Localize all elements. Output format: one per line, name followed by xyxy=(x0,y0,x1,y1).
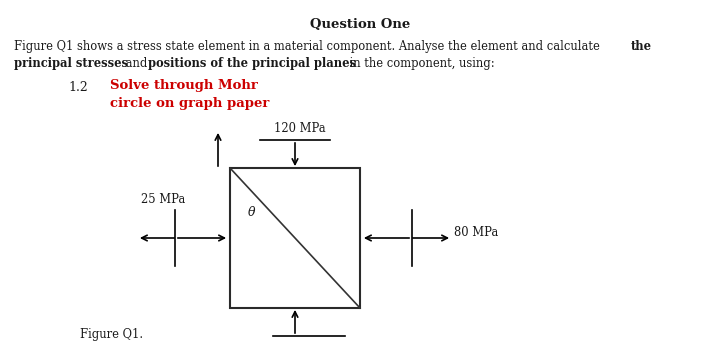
Text: and: and xyxy=(122,57,151,70)
Text: circle on graph paper: circle on graph paper xyxy=(110,97,269,110)
Text: 1.2: 1.2 xyxy=(68,81,88,94)
Text: the: the xyxy=(631,40,652,53)
Text: Question One: Question One xyxy=(310,18,410,31)
Text: Figure Q1.: Figure Q1. xyxy=(80,328,143,341)
Text: principal stresses: principal stresses xyxy=(14,57,128,70)
Text: 120 MPa: 120 MPa xyxy=(274,122,326,135)
Text: positions of the principal planes: positions of the principal planes xyxy=(148,57,356,70)
Text: θ: θ xyxy=(248,206,256,219)
Text: in the component, using:: in the component, using: xyxy=(346,57,495,70)
Text: Figure Q1 shows a stress state element in a material component. Analyse the elem: Figure Q1 shows a stress state element i… xyxy=(14,40,603,53)
Text: 25 MPa: 25 MPa xyxy=(141,193,185,206)
Bar xyxy=(230,168,360,308)
Text: 80 MPa: 80 MPa xyxy=(454,227,498,240)
Text: Solve through Mohr: Solve through Mohr xyxy=(110,79,258,92)
